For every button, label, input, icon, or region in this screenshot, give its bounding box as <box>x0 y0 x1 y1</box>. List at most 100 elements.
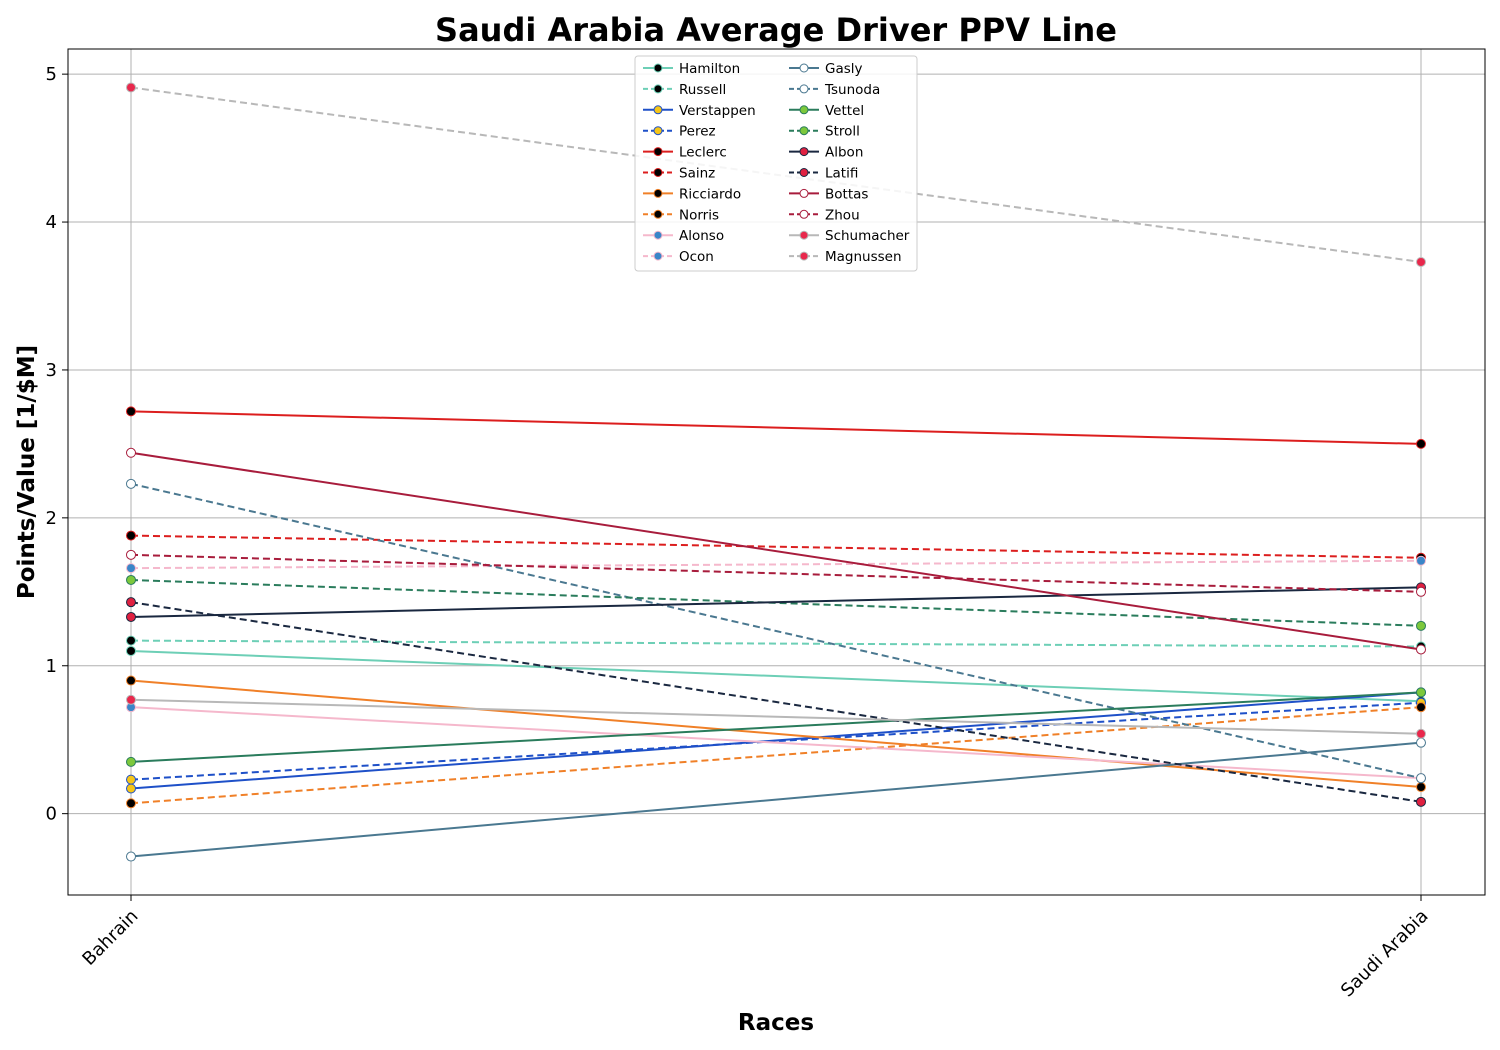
legend-marker <box>799 230 809 240</box>
series-line <box>130 553 1422 593</box>
legend-item-schumacher: Schumacher <box>789 228 910 244</box>
legend-label: Albon <box>825 145 863 161</box>
legend-label: Perez <box>679 124 716 140</box>
data-point <box>1416 702 1426 713</box>
legend-item-alonso: Alonso <box>643 228 724 244</box>
series-line <box>130 534 1422 559</box>
y-tick-label: 0 <box>46 804 57 825</box>
x-tick-label: Saudi Arabia <box>1337 906 1433 1002</box>
series-ocon <box>126 555 1426 574</box>
legend-marker <box>799 126 809 136</box>
legend-item-ricciardo: Ricciardo <box>643 186 741 202</box>
series-line <box>130 559 1422 570</box>
data-point <box>126 798 136 809</box>
series-line <box>130 649 1422 703</box>
series-line <box>130 701 1422 781</box>
data-point <box>126 549 136 560</box>
legend-marker <box>799 168 809 177</box>
legend-label: Leclerc <box>679 145 727 161</box>
chart-title: Saudi Arabia Average Driver PPV Line <box>435 11 1117 49</box>
legend-item-vettel: Vettel <box>789 103 864 119</box>
legend-item-sainz: Sainz <box>643 166 715 182</box>
series-line <box>130 691 1422 790</box>
series-leclerc <box>126 406 1426 449</box>
legend-label: Tsunoda <box>824 82 880 98</box>
data-point <box>126 574 136 585</box>
legend-item-gasly: Gasly <box>789 61 863 77</box>
legend-item-russell: Russell <box>643 82 726 98</box>
plot-area-frame <box>67 48 1486 896</box>
data-point <box>1416 773 1426 784</box>
series-latifi <box>126 597 1426 807</box>
data-point <box>1416 796 1426 807</box>
legend-marker <box>799 147 809 157</box>
data-point <box>126 774 136 785</box>
legend-marker <box>653 63 663 73</box>
legend-item-latifi: Latifi <box>789 166 858 182</box>
series-stroll <box>126 574 1426 631</box>
legend-label: Norris <box>679 207 719 223</box>
legend-label: Stroll <box>825 124 860 140</box>
legend-item-verstappen: Verstappen <box>643 103 756 119</box>
series-line <box>130 706 1422 780</box>
legend-item-perez: Perez <box>643 124 716 140</box>
series-line <box>130 586 1422 618</box>
series-albon <box>126 582 1426 622</box>
legend-marker <box>653 84 663 94</box>
series-line <box>130 706 1422 805</box>
legend-label: Vettel <box>825 103 864 119</box>
data-point <box>1416 555 1426 566</box>
series-bottas <box>126 447 1426 655</box>
legend-label: Zhou <box>825 207 860 223</box>
data-point <box>1416 620 1426 631</box>
data-point <box>126 645 136 656</box>
data-point <box>126 82 136 93</box>
y-tick-label: 5 <box>46 64 57 85</box>
legend-label: Ricciardo <box>679 186 741 202</box>
series-norris <box>126 702 1426 809</box>
data-point <box>126 635 136 646</box>
legend-marker <box>653 147 663 157</box>
data-point <box>1416 737 1426 748</box>
data-point <box>1416 728 1426 739</box>
data-point <box>1416 644 1426 655</box>
series-line <box>130 578 1422 627</box>
series-zhou <box>126 549 1426 597</box>
legend-item-norris: Norris <box>643 207 719 223</box>
data-point <box>1416 256 1426 267</box>
series-vettel <box>126 687 1426 767</box>
data-point <box>126 756 136 767</box>
data-point <box>126 447 136 458</box>
series-line <box>130 451 1422 651</box>
legend-item-hamilton: Hamilton <box>643 61 740 77</box>
legend-marker <box>653 105 663 115</box>
data-point <box>126 851 136 862</box>
y-tick-label: 1 <box>46 656 57 677</box>
legend-item-ocon: Ocon <box>643 249 714 265</box>
legend-box <box>634 55 918 272</box>
series-schumacher <box>126 694 1426 739</box>
legend-marker <box>799 63 809 73</box>
data-point <box>1416 782 1426 793</box>
x-tick-label: Bahrain <box>78 906 142 970</box>
data-point <box>126 597 136 608</box>
legend-marker <box>653 188 663 198</box>
data-point <box>126 406 136 417</box>
legend-label: Magnussen <box>825 249 902 265</box>
series-line <box>130 410 1422 445</box>
legend-label: Gasly <box>825 61 863 77</box>
legend-marker <box>799 251 809 261</box>
series-line <box>130 691 1422 763</box>
series-line <box>130 639 1422 648</box>
legend-item-bottas: Bottas <box>789 186 868 202</box>
legend-marker <box>653 230 663 240</box>
series-line <box>130 741 1422 858</box>
legend-marker <box>799 105 809 115</box>
y-tick-label: 4 <box>46 212 57 233</box>
legend-item-zhou: Zhou <box>789 207 860 223</box>
legend: Hamilton Russell Verstappen Perez Leclerc Sai… <box>634 55 918 272</box>
data-point <box>1416 586 1426 597</box>
legend-label: Hamilton <box>679 61 740 77</box>
legend-label: Verstappen <box>679 103 756 119</box>
